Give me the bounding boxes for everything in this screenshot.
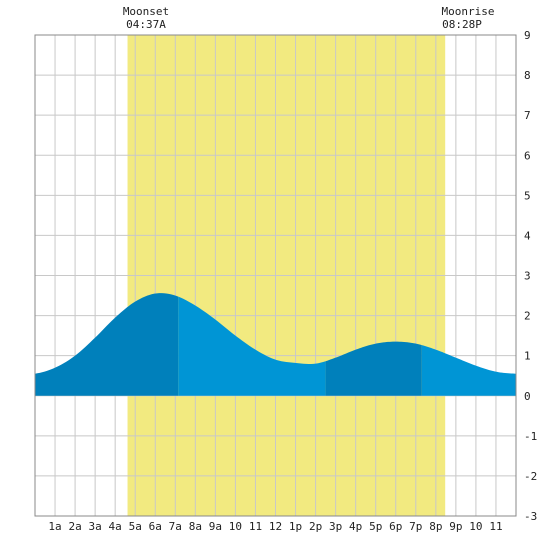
moonrise-time: 08:28P	[442, 18, 482, 31]
moonset-label: Moonset	[123, 5, 169, 18]
x-tick-label: 5a	[129, 520, 142, 533]
x-tick-label: 7p	[409, 520, 422, 533]
x-tick-label: 3p	[329, 520, 342, 533]
y-tick-label: 5	[524, 189, 531, 202]
y-tick-label: -1	[524, 430, 537, 443]
tide-segment	[325, 341, 422, 396]
x-tick-label: 10	[229, 520, 242, 533]
plot-frame	[34, 34, 517, 517]
tide-segment	[178, 296, 326, 396]
x-tick-label: 11	[489, 520, 502, 533]
y-tick-label: 3	[524, 270, 531, 283]
x-tick-label: 7a	[169, 520, 182, 533]
moonset-time: 04:37A	[126, 18, 166, 31]
y-tick-label: 6	[524, 149, 531, 162]
x-tick-label: 9p	[449, 520, 462, 533]
tide-segment	[421, 345, 516, 396]
x-tick-label: 1p	[289, 520, 302, 533]
x-tick-label: 8a	[189, 520, 202, 533]
x-tick-label: 2a	[68, 520, 81, 533]
y-tick-label: 4	[524, 229, 531, 242]
y-tick-label: 8	[524, 69, 531, 82]
x-tick-label: 1a	[48, 520, 61, 533]
y-tick-label: -2	[524, 470, 537, 483]
grid-layer	[35, 35, 516, 516]
y-tick-label: 0	[524, 390, 531, 403]
y-tick-label: 2	[524, 310, 531, 323]
y-tick-label: -3	[524, 510, 537, 523]
y-axis-labels: -3 -2 -1 0 1 2 3 4 5 6 7 8 9	[524, 29, 537, 523]
x-tick-label: 4a	[109, 520, 122, 533]
x-tick-label: 4p	[349, 520, 362, 533]
x-tick-label: 10	[469, 520, 482, 533]
x-tick-label: 9a	[209, 520, 222, 533]
y-tick-label: 9	[524, 29, 531, 42]
x-tick-label: 6a	[149, 520, 162, 533]
x-tick-label: 11	[249, 520, 262, 533]
x-tick-label: 6p	[389, 520, 402, 533]
x-axis-labels: 1a 2a 3a 4a 5a 6a 7a 8a 9a 10 11 12 1p 2p 3p 4p 5p 6p 7p 8p…	[48, 520, 502, 533]
x-tick-label: 5p	[369, 520, 382, 533]
tide-area-layer	[35, 293, 516, 396]
x-tick-label: 3a	[89, 520, 102, 533]
y-tick-label: 1	[524, 350, 531, 363]
x-tick-label: 12	[269, 520, 282, 533]
tide-segment	[35, 293, 179, 396]
y-tick-label: 7	[524, 109, 531, 122]
moonrise-label: Moonrise	[442, 5, 495, 18]
x-tick-label: 8p	[429, 520, 442, 533]
x-tick-label: 2p	[309, 520, 322, 533]
